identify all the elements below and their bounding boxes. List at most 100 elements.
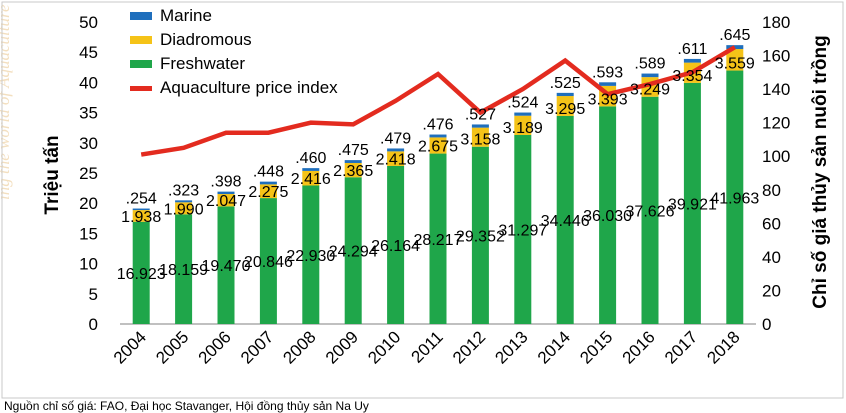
x-tick-label: 2016 (619, 327, 659, 367)
bar-freshwater (641, 96, 659, 325)
y-tick-label: 15 (79, 224, 98, 243)
data-label-freshwater: 18.159 (159, 262, 208, 279)
legend-item-price-index: Aquaculture price index (130, 76, 338, 100)
y-tick-label: 40 (79, 73, 98, 92)
y-tick-label: 0 (89, 315, 98, 334)
data-label-freshwater: 24.294 (329, 244, 378, 261)
x-tick-label: 2007 (237, 327, 277, 367)
y2-tick-label: 40 (762, 248, 781, 267)
data-label-marine: .398 (210, 174, 241, 191)
bar-freshwater (683, 82, 701, 324)
data-label-freshwater: 36.030 (583, 208, 632, 225)
data-label-marine: .475 (338, 142, 369, 159)
data-label-diadromous: 3.559 (715, 56, 755, 73)
data-label-diadromous: 3.354 (672, 68, 712, 85)
data-label-marine: .527 (465, 106, 496, 123)
data-label-marine: .611 (677, 41, 707, 58)
legend-label-diadromous: Diadromous (160, 30, 252, 49)
bar-diadromous (726, 49, 744, 71)
data-label-diadromous: 2.275 (248, 184, 288, 201)
legend-label-marine: Marine (160, 6, 212, 25)
data-label-freshwater: 34.446 (541, 213, 590, 230)
y2-tick-label: 140 (762, 80, 790, 99)
bar-marine (556, 92, 574, 97)
bar-marine (641, 73, 659, 78)
y2-tick-label: 20 (762, 281, 781, 300)
data-label-diadromous: 3.393 (588, 91, 628, 108)
x-tick-label: 2008 (279, 327, 319, 367)
data-label-marine: .448 (253, 164, 284, 181)
bar-diadromous (556, 96, 574, 116)
bar-freshwater (217, 206, 235, 324)
data-label-diadromous: 3.295 (545, 101, 585, 118)
bar-diadromous (471, 127, 489, 147)
bar-marine (726, 45, 744, 50)
x-tick-label: 2004 (110, 327, 150, 367)
y-axis-title: Triệu tấn (42, 135, 63, 214)
bar-freshwater (387, 165, 405, 324)
data-label-diadromous: 2.365 (333, 163, 373, 180)
source-note: Nguồn chỉ số giá: FAO, Đại học Stavanger… (4, 399, 369, 413)
bar-marine (387, 148, 405, 152)
bar-marine (429, 134, 447, 138)
bar-marine (259, 181, 277, 185)
data-label-marine: .524 (507, 95, 538, 112)
data-label-diadromous: 1.938 (121, 209, 161, 226)
data-label-freshwater: 37.626 (626, 203, 675, 220)
bar-freshwater (471, 146, 489, 324)
x-tick-label: 2006 (195, 327, 235, 367)
bar-marine (302, 168, 320, 171)
data-label-freshwater: 41.963 (710, 190, 759, 207)
bar-freshwater (175, 214, 193, 324)
x-tick-label: 2014 (534, 327, 574, 367)
bar-marine (683, 58, 701, 63)
bar-freshwater (344, 177, 362, 324)
data-label-marine: .593 (592, 64, 623, 81)
price-index-line (140, 45, 736, 157)
legend-swatch-freshwater (130, 60, 152, 68)
data-label-freshwater: 22.930 (286, 248, 335, 265)
data-label-marine: .525 (550, 75, 581, 92)
bar-marine (514, 112, 532, 116)
bar-freshwater (514, 134, 532, 324)
data-label-marine: .323 (168, 182, 199, 199)
legend-swatch-marine (130, 12, 152, 20)
bar-diadromous (514, 115, 532, 135)
bar-freshwater (726, 70, 744, 324)
bar-diadromous (175, 202, 193, 215)
data-label-marine: .254 (126, 191, 157, 208)
bar-marine (132, 208, 150, 211)
data-label-freshwater: 39.921 (668, 196, 717, 213)
data-label-freshwater: 16.923 (117, 266, 166, 283)
y2-tick-label: 0 (762, 315, 771, 334)
legend-item-diadromous: Diadromous (130, 28, 338, 52)
data-label-marine: .476 (422, 117, 453, 134)
data-label-freshwater: 29.352 (456, 228, 505, 245)
y-tick-label: 20 (79, 194, 98, 213)
x-tick-label: 2017 (661, 327, 701, 367)
x-tick-label: 2005 (152, 327, 192, 367)
bar-diadromous (217, 194, 235, 207)
data-label-freshwater: 19.470 (202, 258, 251, 275)
x-tick-label: 2018 (703, 327, 743, 367)
bar-freshwater (429, 153, 447, 324)
y-tick-label: 5 (89, 285, 98, 304)
data-label-diadromous: 3.189 (503, 120, 543, 137)
y-tick-label: 30 (79, 134, 98, 153)
data-label-diadromous: 3.158 (460, 132, 500, 149)
y2-axis-title: Chỉ số giá thủy sản nuôi trồng (810, 35, 831, 308)
x-tick-label: 2013 (491, 327, 531, 367)
bar-diadromous (302, 170, 320, 186)
x-tick-label: 2010 (364, 327, 404, 367)
data-label-marine: .460 (295, 150, 326, 167)
bar-freshwater (599, 106, 617, 324)
y-tick-label: 35 (79, 104, 98, 123)
y2-tick-label: 80 (762, 181, 781, 200)
legend-line-price-index (130, 85, 152, 91)
data-label-marine: .479 (380, 130, 411, 147)
bar-freshwater (259, 198, 277, 324)
legend-item-freshwater: Freshwater (130, 52, 338, 76)
data-label-freshwater: 28.217 (414, 232, 463, 249)
bar-marine (175, 200, 193, 203)
